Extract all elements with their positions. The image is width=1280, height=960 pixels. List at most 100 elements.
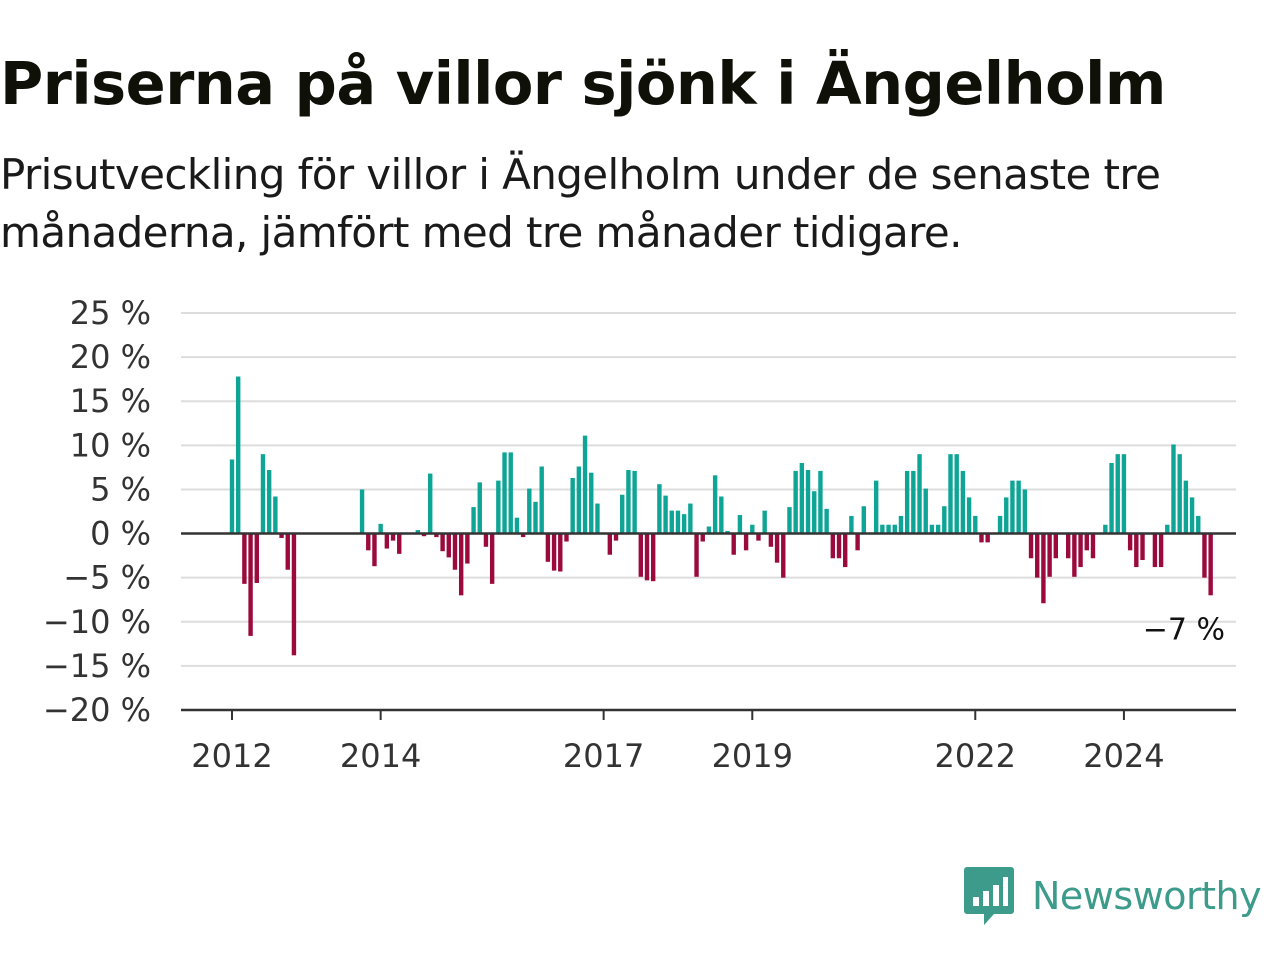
bar <box>1084 533 1089 551</box>
bar <box>570 477 575 534</box>
bar <box>576 466 582 534</box>
bar <box>1022 489 1028 534</box>
bar <box>1109 462 1114 534</box>
bar <box>273 496 278 534</box>
bar <box>397 533 402 554</box>
bar <box>260 454 266 534</box>
bar <box>917 454 922 534</box>
y-tick-label: −20 % <box>43 691 151 729</box>
bar <box>973 515 978 534</box>
bar <box>446 533 451 558</box>
bar <box>1127 533 1133 551</box>
bar <box>997 515 1003 534</box>
bar <box>694 533 699 577</box>
bar <box>688 503 693 534</box>
bar <box>1121 454 1127 534</box>
bar <box>1152 533 1158 568</box>
bar <box>1177 454 1182 534</box>
bar <box>477 482 482 534</box>
bar <box>465 533 470 564</box>
bar <box>607 533 613 555</box>
bar <box>743 533 749 551</box>
x-tick-labels: 2012 2014 2017 2019 2022 2024 <box>191 737 1164 775</box>
bar <box>452 533 458 570</box>
bar <box>904 470 910 534</box>
bar <box>1065 533 1071 559</box>
bar <box>589 472 594 534</box>
bar <box>1208 533 1213 596</box>
bar <box>626 470 631 534</box>
bar <box>1090 533 1096 559</box>
bar <box>799 462 805 534</box>
bar <box>533 501 538 534</box>
chart-title: Priserna på villor sjönk i Ängelholm <box>0 49 1166 118</box>
bar <box>681 514 687 534</box>
bar <box>1053 533 1058 559</box>
y-tick-label: −10 % <box>43 603 151 641</box>
bar <box>1202 533 1207 578</box>
bar <box>1134 533 1139 568</box>
bar <box>1035 533 1040 578</box>
bar <box>985 533 990 543</box>
x-tick-label: 2014 <box>340 737 421 775</box>
y-tick-label: 10 % <box>70 426 151 464</box>
bar <box>235 376 241 534</box>
bar <box>873 480 879 534</box>
bar <box>545 533 551 562</box>
bar <box>669 510 674 534</box>
y-tick-label: −5 % <box>63 559 151 597</box>
bar <box>644 533 650 581</box>
bar <box>582 435 588 534</box>
bar <box>675 510 681 534</box>
bar <box>1047 533 1052 577</box>
x-tick-label: 2022 <box>935 737 1016 775</box>
bar <box>756 533 761 541</box>
bar <box>372 533 377 567</box>
y-tick-label: 0 % <box>90 515 151 553</box>
bar <box>768 533 774 547</box>
bar <box>843 533 848 568</box>
bar <box>911 470 916 534</box>
y-tick-label: 20 % <box>70 338 151 376</box>
brand-name: Newsworthy <box>1032 874 1262 918</box>
bar <box>1016 480 1021 534</box>
bar <box>564 533 569 542</box>
bar <box>657 484 662 534</box>
bar <box>551 533 557 571</box>
bar <box>861 506 866 534</box>
bar <box>935 524 941 534</box>
bar <box>812 491 817 534</box>
newsworthy-brand: Newsworthy <box>964 864 1262 928</box>
bar <box>539 466 544 534</box>
bars <box>229 376 1213 656</box>
bar <box>942 506 947 534</box>
bar <box>1010 480 1015 534</box>
bar <box>421 533 427 537</box>
x-tick-label: 2024 <box>1083 737 1164 775</box>
bar <box>880 524 885 534</box>
bar <box>836 533 842 559</box>
gridlines <box>181 312 1236 667</box>
bar <box>960 470 966 534</box>
bar <box>787 507 792 534</box>
bar <box>428 473 433 534</box>
y-tick-label: 5 % <box>90 470 151 508</box>
bar <box>1196 515 1201 534</box>
bar <box>1072 533 1077 577</box>
bar <box>415 530 421 534</box>
bar <box>923 488 928 534</box>
y-tick-label: 15 % <box>70 382 151 420</box>
bar <box>948 454 953 534</box>
bar <box>558 533 563 572</box>
bar <box>830 533 836 559</box>
y-tick-labels: 25 % 20 % 15 % 10 % 5 % 0 % −5 % −10 % −15 % −20 … <box>43 294 151 729</box>
x-tick-label: 2012 <box>191 737 272 775</box>
bar <box>229 459 235 534</box>
bar <box>1115 454 1120 534</box>
bar <box>285 533 290 570</box>
bar <box>712 475 718 534</box>
bar <box>1004 497 1009 534</box>
bar <box>892 524 897 534</box>
bar <box>750 524 755 534</box>
bar <box>1028 533 1034 559</box>
